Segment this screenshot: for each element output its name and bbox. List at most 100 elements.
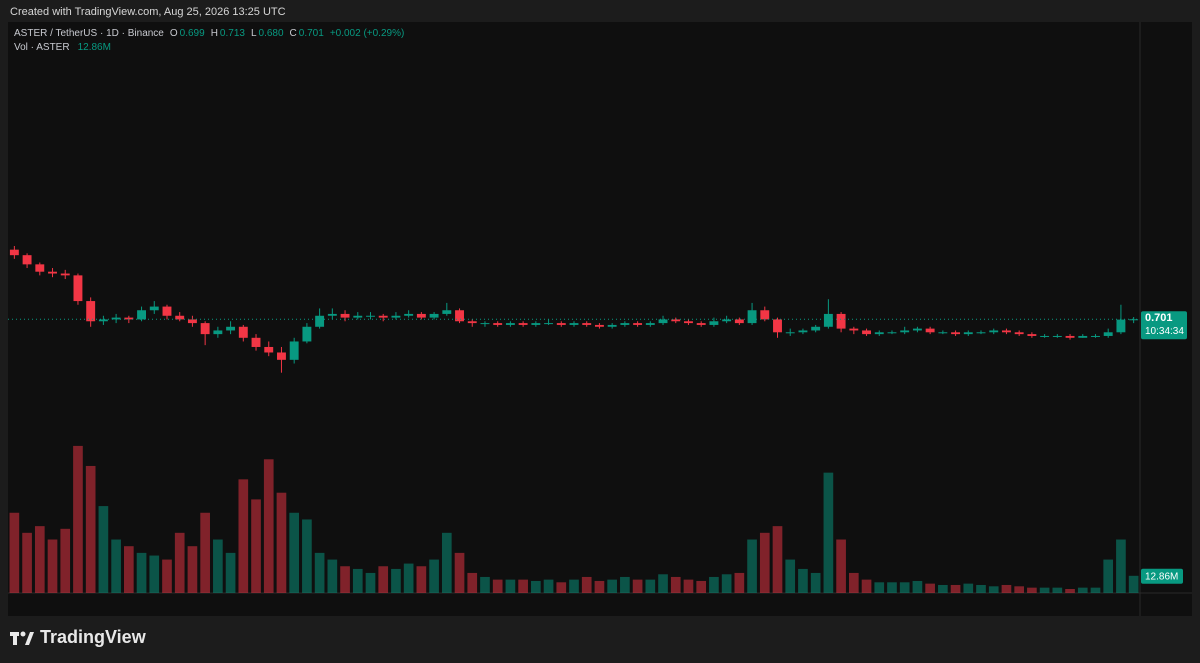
volume-bar xyxy=(327,559,338,593)
candle-body xyxy=(302,326,312,342)
candle-body xyxy=(277,352,286,360)
candle-body xyxy=(404,313,414,316)
candle-body xyxy=(709,321,719,325)
candle-body xyxy=(1116,319,1126,333)
volume-bar xyxy=(136,552,147,593)
candle-body xyxy=(416,313,426,318)
volume-bar xyxy=(785,559,796,593)
volume-bar xyxy=(988,586,999,593)
volume-bar xyxy=(1052,587,1063,593)
volume-label: 12.86M xyxy=(1145,571,1178,582)
volume-bar xyxy=(569,579,579,593)
volume-bar xyxy=(441,532,452,593)
volume-bar xyxy=(607,579,617,593)
candle-body xyxy=(645,323,655,325)
candle-body xyxy=(467,321,477,324)
volume-bar xyxy=(429,559,439,593)
volume-bar xyxy=(976,584,986,593)
candle-body xyxy=(531,323,541,325)
legend-value: 0.701 xyxy=(298,28,324,39)
candle-body xyxy=(340,313,350,318)
candle-body xyxy=(671,319,681,322)
legend-volume-value: 12.86M xyxy=(77,42,111,53)
candle-body xyxy=(175,315,185,320)
candle-body xyxy=(912,328,922,331)
candle-body xyxy=(696,323,706,325)
candle-body xyxy=(556,323,566,325)
volume-bar xyxy=(467,572,478,593)
candle-body xyxy=(518,323,528,325)
volume-bar xyxy=(721,574,732,593)
volume-bar xyxy=(1077,587,1088,593)
volume-bar xyxy=(518,579,528,593)
candle-body xyxy=(620,323,630,325)
volume-bar xyxy=(658,574,668,593)
candle-body xyxy=(785,332,795,334)
volume-bar xyxy=(187,546,198,593)
candle-body xyxy=(48,271,57,274)
volume-bar xyxy=(594,580,605,593)
volume-bar xyxy=(238,479,249,593)
volume-bar xyxy=(1001,584,1012,593)
candle-body xyxy=(442,310,452,314)
candle-body xyxy=(1091,335,1100,337)
volume-bar xyxy=(391,568,401,593)
candle-body xyxy=(98,319,108,322)
created-note: Created with TradingView.com, Aug 25, 20… xyxy=(10,6,286,18)
legend-value: 0.713 xyxy=(219,28,245,39)
volume-bar xyxy=(645,579,656,593)
candle-body xyxy=(238,326,248,338)
last-price-label: 0.701 xyxy=(1145,312,1173,324)
volume-bar xyxy=(403,563,414,593)
volume-bar xyxy=(747,539,757,593)
candle-body xyxy=(684,321,693,324)
candle-body xyxy=(925,328,935,333)
volume-bar xyxy=(543,579,554,593)
candle-body xyxy=(607,324,617,327)
volume-bar xyxy=(887,582,897,593)
candle-body xyxy=(849,328,859,331)
volume-bar xyxy=(200,512,210,593)
candle-body xyxy=(734,319,744,324)
candle-body xyxy=(811,326,821,331)
legend-symbol: ASTER / TetherUS · 1D · Binance xyxy=(14,28,164,39)
candle-body xyxy=(1027,334,1037,336)
candle-body xyxy=(938,332,948,334)
candle-body xyxy=(976,332,986,334)
candle-body xyxy=(22,255,32,265)
candle-body xyxy=(327,313,337,316)
candle-body xyxy=(429,313,439,318)
volume-bar xyxy=(938,584,948,593)
legend-value: 0.680 xyxy=(258,28,284,39)
candle-body xyxy=(594,324,604,327)
volume-bar xyxy=(1027,587,1037,593)
candle-body xyxy=(989,330,999,333)
volume-bar xyxy=(696,580,707,593)
volume-bar xyxy=(772,526,783,593)
volume-bar xyxy=(1103,559,1114,593)
candle-body xyxy=(315,315,325,327)
candle-body xyxy=(111,317,121,320)
volume-bar xyxy=(925,583,935,593)
candle-body xyxy=(1014,332,1024,335)
volume-bar xyxy=(213,539,223,593)
candle-body xyxy=(1001,330,1011,333)
candle-body xyxy=(544,323,554,325)
volume-bar xyxy=(9,512,20,593)
candle-body xyxy=(73,275,83,302)
volume-bar xyxy=(340,566,350,593)
candle-body xyxy=(1040,335,1050,337)
candle-body xyxy=(251,337,261,347)
volume-bar xyxy=(899,582,910,593)
volume-bar xyxy=(276,492,287,593)
candle-body xyxy=(187,319,197,324)
volume-bar xyxy=(416,566,427,593)
candle-body xyxy=(9,249,19,256)
candle-body xyxy=(658,319,668,324)
volume-bar xyxy=(263,459,274,593)
candle-body xyxy=(633,323,643,325)
volume-bar xyxy=(505,579,516,593)
candle-body xyxy=(823,313,833,327)
volume-bar xyxy=(85,465,96,593)
